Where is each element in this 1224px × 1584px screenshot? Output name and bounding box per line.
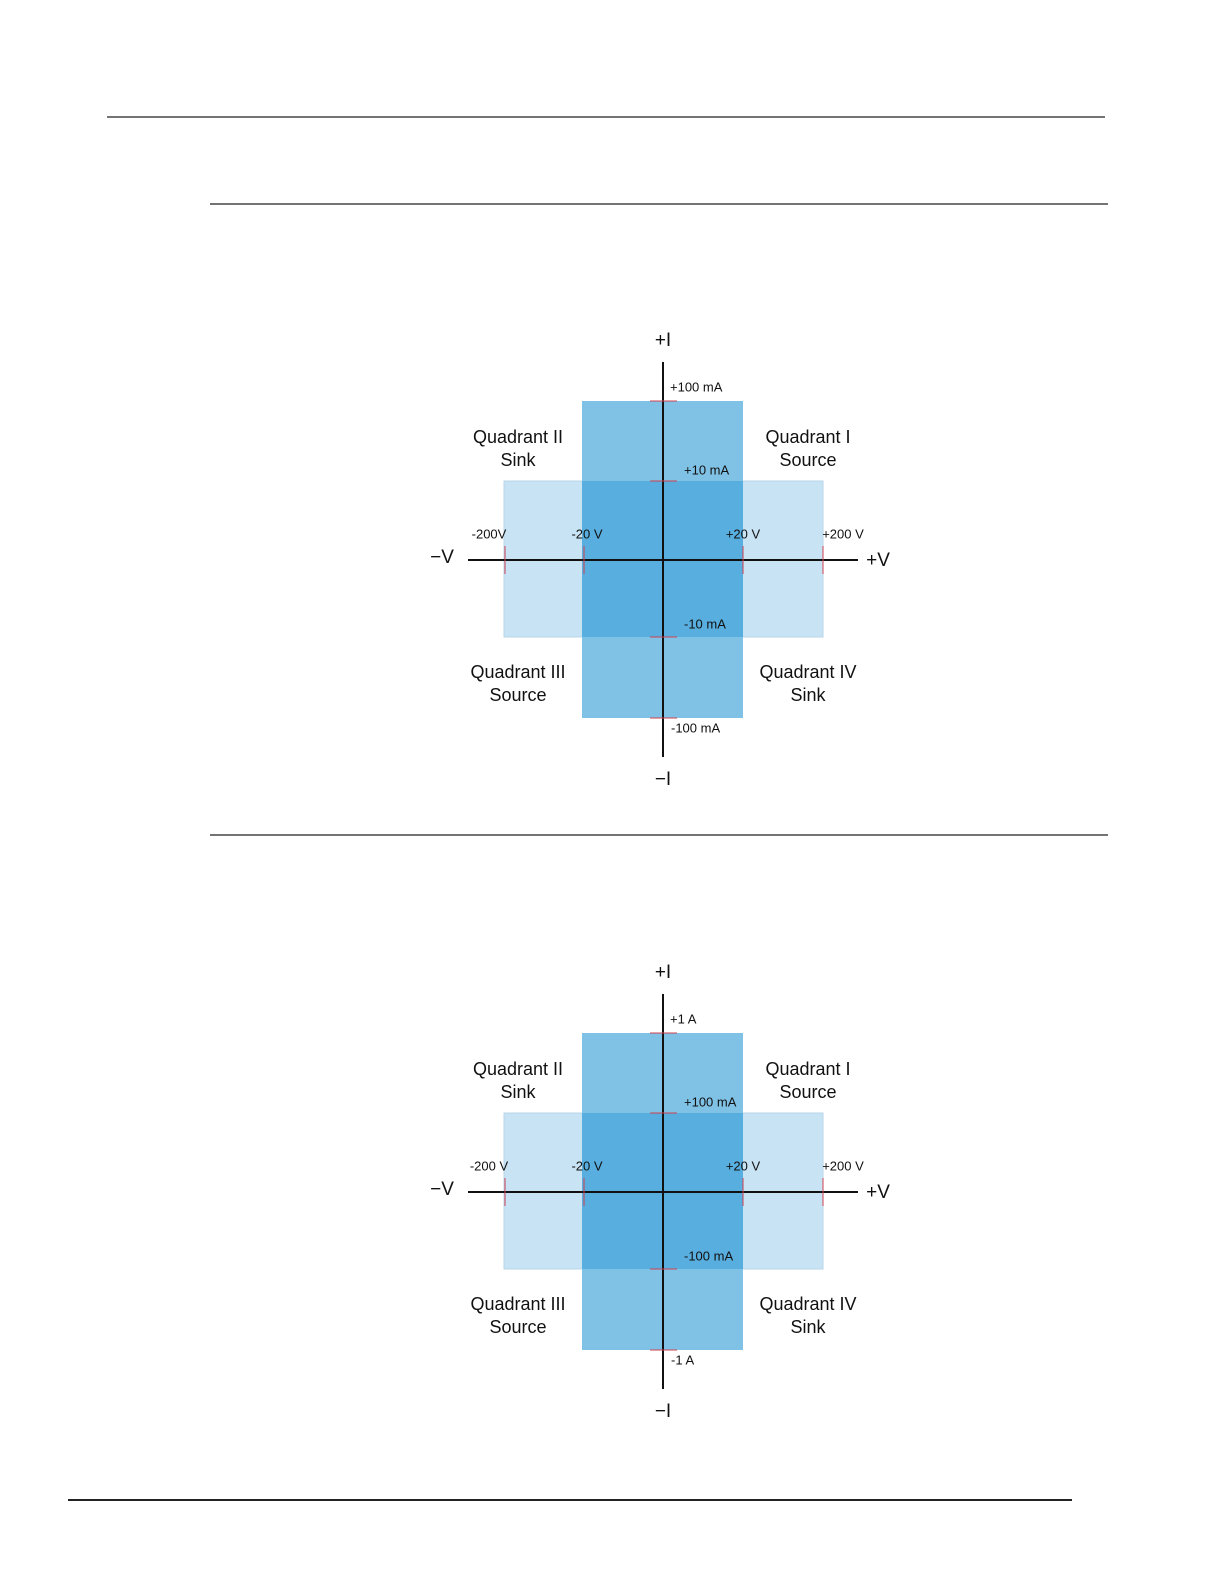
- axis-label: +V: [866, 1182, 890, 1203]
- tick-label: -10 mA: [684, 616, 726, 631]
- quadrant-mode: Sink: [500, 450, 536, 470]
- tick-label: +1 A: [670, 1011, 697, 1026]
- quadrant-mode: Source: [489, 685, 546, 705]
- tick-label: +100 mA: [670, 379, 723, 394]
- quadrant-name: Quadrant I: [765, 427, 850, 447]
- quadrant-mode: Sink: [790, 1317, 826, 1337]
- quadrant-name: Quadrant III: [470, 1294, 565, 1314]
- axis-label: −V: [430, 547, 454, 568]
- tick-label: +100 mA: [684, 1094, 737, 1109]
- quadrant-mode: Source: [779, 450, 836, 470]
- quadrant-mode: Source: [489, 1317, 546, 1337]
- tick-label: -20 V: [571, 1158, 602, 1173]
- quadrant-mode: Sink: [500, 1082, 536, 1102]
- tick-label: +10 mA: [684, 462, 729, 477]
- quadrant-name: Quadrant I: [765, 1059, 850, 1079]
- tick-label: -1 A: [671, 1352, 694, 1367]
- quadrant-mode: Source: [779, 1082, 836, 1102]
- quadrant-diagram: +I −I −V +V +1 A +100 mA -100 mA -1 A -200 V -20 …: [430, 962, 890, 1422]
- quadrant-mode: Sink: [790, 685, 826, 705]
- axis-label: +I: [655, 962, 671, 983]
- axis-label: −I: [655, 1401, 671, 1422]
- axis-label: +I: [655, 330, 671, 351]
- quadrant-name: Quadrant IV: [759, 662, 856, 682]
- tick-label: +20 V: [726, 526, 761, 541]
- axis-label: −V: [430, 1179, 454, 1200]
- quadrant-name: Quadrant II: [473, 427, 563, 447]
- tick-label: -200 V: [470, 1158, 509, 1173]
- tick-label: -100 mA: [684, 1248, 733, 1263]
- tick-label: +200 V: [822, 526, 864, 541]
- tick-label: -200V: [472, 526, 507, 541]
- tick-label: -20 V: [571, 526, 602, 541]
- tick-label: +200 V: [822, 1158, 864, 1173]
- axis-label: −I: [655, 769, 671, 790]
- quadrant-name: Quadrant III: [470, 662, 565, 682]
- quadrant-name: Quadrant II: [473, 1059, 563, 1079]
- tick-label: -100 mA: [671, 720, 720, 735]
- axis-label: +V: [866, 550, 890, 571]
- quadrant-name: Quadrant IV: [759, 1294, 856, 1314]
- quadrant-diagram: +I −I −V +V +100 mA +10 mA -10 mA -100 mA -200V -…: [430, 330, 890, 790]
- tick-label: +20 V: [726, 1158, 761, 1173]
